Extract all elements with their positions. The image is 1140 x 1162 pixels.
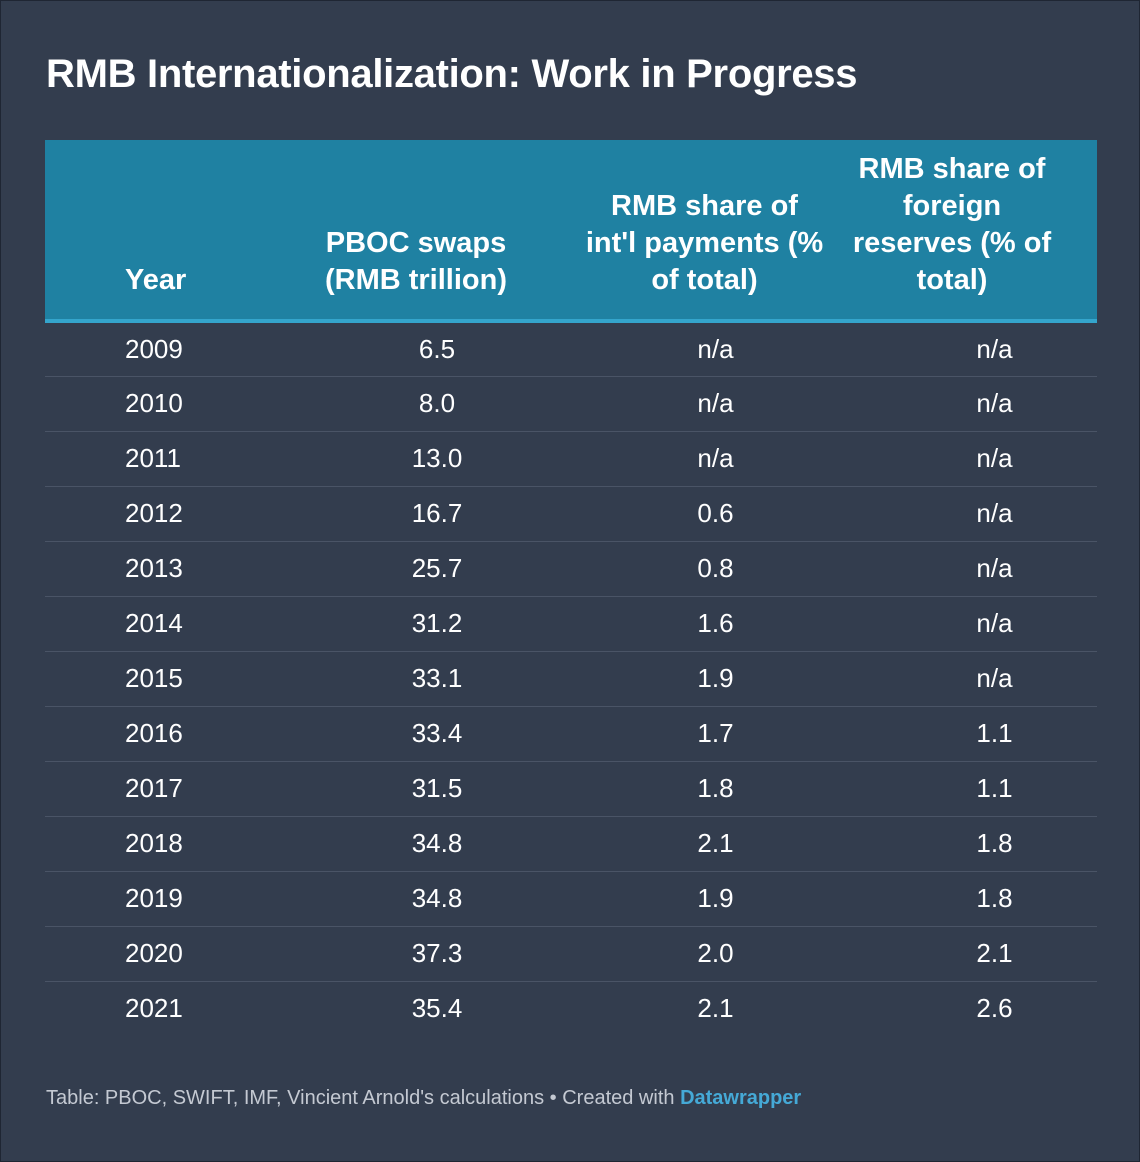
- reserves-share-cell: 1.1: [807, 761, 1097, 817]
- pboc-swaps-cell: 34.8: [250, 871, 582, 927]
- footer: Table: PBOC, SWIFT, IMF, Vincient Arnold…: [46, 1087, 801, 1110]
- table-row: 2016 33.4 1.7 1.1: [45, 706, 1097, 762]
- year-cell: 2013: [45, 541, 250, 597]
- pboc-swaps-cell: 34.8: [250, 816, 582, 872]
- reserves-share-cell: n/a: [807, 376, 1097, 432]
- column-header-label: PBOC swaps: [325, 227, 507, 259]
- table-row: 2012 16.7 0.6 n/a: [45, 486, 1097, 542]
- reserves-share-cell: 2.1: [807, 926, 1097, 982]
- pboc-swaps-cell: 33.4: [250, 706, 582, 762]
- reserves-share-cell: n/a: [807, 541, 1097, 597]
- pboc-swaps-cell: 16.7: [250, 486, 582, 542]
- pboc-swaps-cell: 13.0: [250, 431, 582, 487]
- datawrapper-link[interactable]: Datawrapper: [680, 1087, 802, 1109]
- year-cell: 2012: [45, 486, 250, 542]
- year-cell: 2014: [45, 596, 250, 652]
- payments-share-cell: 1.7: [582, 706, 807, 762]
- payments-share-cell: 1.9: [582, 651, 807, 707]
- pboc-swaps-cell: 31.2: [250, 596, 582, 652]
- reserves-share-cell: 2.6: [976, 993, 1013, 1024]
- table-row: 2011 13.0 n/a n/a: [45, 431, 1097, 487]
- column-header-label: reserves (% of: [852, 227, 1052, 259]
- pboc-swaps-cell: 37.3: [250, 926, 582, 982]
- page-title: RMB Internationalization: Work in Progre…: [46, 52, 858, 96]
- table-row: 2020 37.3 2.0 2.1: [45, 926, 1097, 982]
- reserves-share-cell: 1.8: [807, 816, 1097, 872]
- table-row: 2019 34.8 1.9 1.8: [45, 871, 1097, 927]
- column-header-pboc-swaps[interactable]: PBOC swaps (RMB trillion): [250, 140, 582, 323]
- column-header-label: Year: [125, 264, 187, 296]
- year-cell: 2015: [45, 651, 250, 707]
- pboc-swaps-cell: 35.4: [411, 993, 463, 1024]
- year-cell: 2020: [45, 926, 250, 982]
- column-header-label: (RMB trillion): [324, 264, 507, 296]
- year-cell: 2021: [125, 993, 183, 1024]
- reserves-share-cell: n/a: [807, 486, 1097, 542]
- source-note: Table: PBOC, SWIFT, IMF, Vincient Arnold…: [46, 1087, 545, 1109]
- year-cell: 2016: [45, 706, 250, 762]
- column-header-reserves-share[interactable]: RMB share of foreign reserves (% of tota…: [807, 140, 1097, 323]
- table-row: 2013 25.7 0.8 n/a: [45, 541, 1097, 597]
- year-cell: 2018: [45, 816, 250, 872]
- column-header-label: RMB share of: [858, 153, 1046, 185]
- year-cell: 2010: [45, 376, 250, 432]
- footer-separator: •: [544, 1087, 563, 1109]
- payments-share-cell: 1.6: [582, 596, 807, 652]
- table-row: 2021 35.4 2.1 2.6: [45, 981, 1097, 1036]
- column-header-label: of total): [651, 264, 758, 296]
- column-header-label: foreign: [902, 190, 1002, 222]
- table-row: 2017 31.5 1.8 1.1: [45, 761, 1097, 817]
- reserves-share-cell: 1.1: [807, 706, 1097, 762]
- payments-share-cell: 1.9: [582, 871, 807, 927]
- table-header-row: Year PBOC swaps (RMB trillion) RMB share…: [45, 140, 1097, 323]
- payments-share-cell: 0.6: [582, 486, 807, 542]
- table-row: 2009 6.5 n/a n/a: [45, 321, 1097, 377]
- created-with-label: Created with: [562, 1087, 681, 1109]
- table-row: 2015 33.1 1.9 n/a: [45, 651, 1097, 707]
- payments-share-cell: n/a: [582, 431, 807, 487]
- column-header-payments-share[interactable]: RMB share of int'l payments (% of total): [582, 140, 823, 323]
- year-cell: 2017: [45, 761, 250, 817]
- reserves-share-cell: n/a: [807, 321, 1097, 377]
- reserves-share-cell: n/a: [807, 596, 1097, 652]
- payments-share-cell: 0.8: [582, 541, 807, 597]
- payments-share-cell: 2.0: [582, 926, 807, 982]
- column-header-label: int'l payments (%: [585, 227, 824, 259]
- table-body: 2009 6.5 n/a n/a 2010 8.0 n/a n/a 2011 13.0 n/a n/a…: [45, 321, 1097, 1036]
- column-header-label: RMB share of: [611, 190, 798, 222]
- column-header-label: total): [916, 264, 988, 296]
- pboc-swaps-cell: 6.5: [250, 321, 582, 377]
- data-table: Year PBOC swaps (RMB trillion) RMB share…: [45, 140, 1097, 1036]
- payments-share-cell: n/a: [582, 376, 807, 432]
- pboc-swaps-cell: 25.7: [250, 541, 582, 597]
- payments-share-cell: n/a: [582, 321, 807, 377]
- payments-share-cell: 2.1: [582, 816, 807, 872]
- pboc-swaps-cell: 8.0: [250, 376, 582, 432]
- column-header-year[interactable]: Year: [45, 140, 250, 323]
- reserves-share-cell: n/a: [807, 431, 1097, 487]
- reserves-share-cell: 1.8: [807, 871, 1097, 927]
- payments-share-cell: 1.8: [582, 761, 807, 817]
- payments-share-cell: 2.1: [697, 993, 734, 1024]
- table-row: 2018 34.8 2.1 1.8: [45, 816, 1097, 872]
- table-row: 2014 31.2 1.6 n/a: [45, 596, 1097, 652]
- table-row: 2010 8.0 n/a n/a: [45, 376, 1097, 432]
- year-cell: 2019: [45, 871, 250, 927]
- reserves-share-cell: n/a: [807, 651, 1097, 707]
- year-cell: 2011: [45, 431, 250, 487]
- pboc-swaps-cell: 33.1: [250, 651, 582, 707]
- pboc-swaps-cell: 31.5: [250, 761, 582, 817]
- year-cell: 2009: [45, 321, 250, 377]
